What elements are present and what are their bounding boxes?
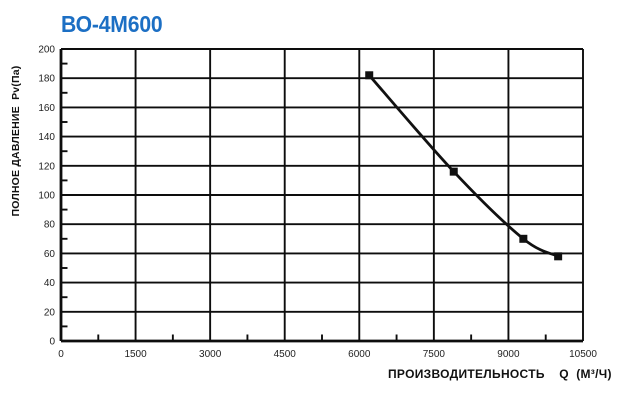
x-tick-label: 4500 xyxy=(274,349,297,360)
x-tick-label: 1500 xyxy=(124,349,147,360)
data-point-marker xyxy=(554,252,563,261)
y-tick-label: 100 xyxy=(38,191,55,202)
y-tick-label: 0 xyxy=(49,337,55,348)
x-tick-label: 0 xyxy=(58,349,64,360)
x-tick-label: 9000 xyxy=(497,349,520,360)
performance-curve xyxy=(367,73,560,258)
chart-title: ВО-4М600 xyxy=(61,11,163,37)
y-tick-label: 40 xyxy=(44,278,56,289)
data-point-marker xyxy=(365,71,374,80)
y-tick-label: 140 xyxy=(38,132,55,143)
y-tick-label: 120 xyxy=(38,161,55,172)
y-tick-label: 200 xyxy=(38,45,55,56)
y-tick-label: 80 xyxy=(44,220,56,231)
x-axis-title: ПРОИЗВОДИТЕЛЬНОСТЬ Q (М³/Ч) xyxy=(388,367,612,381)
y-tick-label: 60 xyxy=(44,249,56,260)
x-tick-label: 6000 xyxy=(348,349,371,360)
y-tick-label: 180 xyxy=(38,74,55,85)
x-tick-label: 10500 xyxy=(569,349,597,360)
x-tick-label: 3000 xyxy=(199,349,222,360)
data-point-marker xyxy=(519,234,528,243)
y-tick-label: 20 xyxy=(44,307,56,318)
data-point-marker xyxy=(449,167,458,176)
y-tick-label: 160 xyxy=(38,103,55,114)
x-tick-label: 7500 xyxy=(423,349,446,360)
